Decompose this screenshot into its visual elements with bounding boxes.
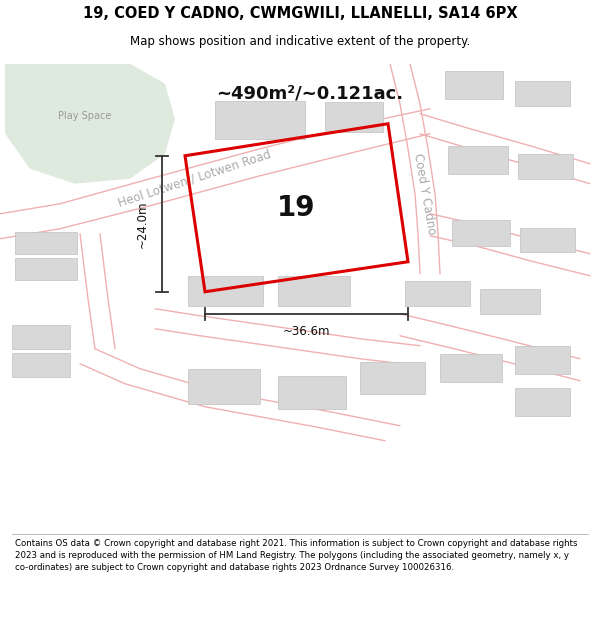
Text: Contains OS data © Crown copyright and database right 2021. This information is : Contains OS data © Crown copyright and d… (15, 539, 577, 571)
Bar (278, 276, 350, 306)
Text: Coed Y Cadno: Coed Y Cadno (412, 152, 439, 236)
Bar (325, 102, 383, 132)
Bar (278, 376, 346, 409)
Bar (15, 232, 77, 254)
Bar (405, 281, 470, 306)
Polygon shape (5, 64, 175, 184)
Text: ~36.6m: ~36.6m (283, 325, 330, 338)
Bar (188, 276, 263, 306)
Bar (440, 354, 502, 382)
Bar (448, 146, 508, 174)
Bar (12, 325, 70, 349)
Text: Play Space: Play Space (58, 111, 112, 121)
Bar (452, 220, 510, 246)
Bar (515, 346, 570, 374)
Text: ~24.0m: ~24.0m (136, 200, 149, 248)
Bar (515, 81, 570, 106)
Text: 19: 19 (277, 194, 316, 222)
Bar (515, 388, 570, 416)
Bar (520, 228, 575, 252)
Bar (360, 362, 425, 394)
Bar (215, 101, 305, 139)
Bar (15, 258, 77, 280)
Text: 19, COED Y CADNO, CWMGWILI, LLANELLI, SA14 6PX: 19, COED Y CADNO, CWMGWILI, LLANELLI, SA… (83, 6, 517, 21)
Bar (445, 71, 503, 99)
Bar (518, 154, 573, 179)
Text: Heol Lotwen / Lotwen Road: Heol Lotwen / Lotwen Road (117, 148, 273, 209)
Bar (12, 352, 70, 377)
Text: Map shows position and indicative extent of the property.: Map shows position and indicative extent… (130, 35, 470, 48)
Text: ~490m²/~0.121ac.: ~490m²/~0.121ac. (217, 85, 404, 102)
Bar (480, 289, 540, 314)
Bar (188, 369, 260, 404)
